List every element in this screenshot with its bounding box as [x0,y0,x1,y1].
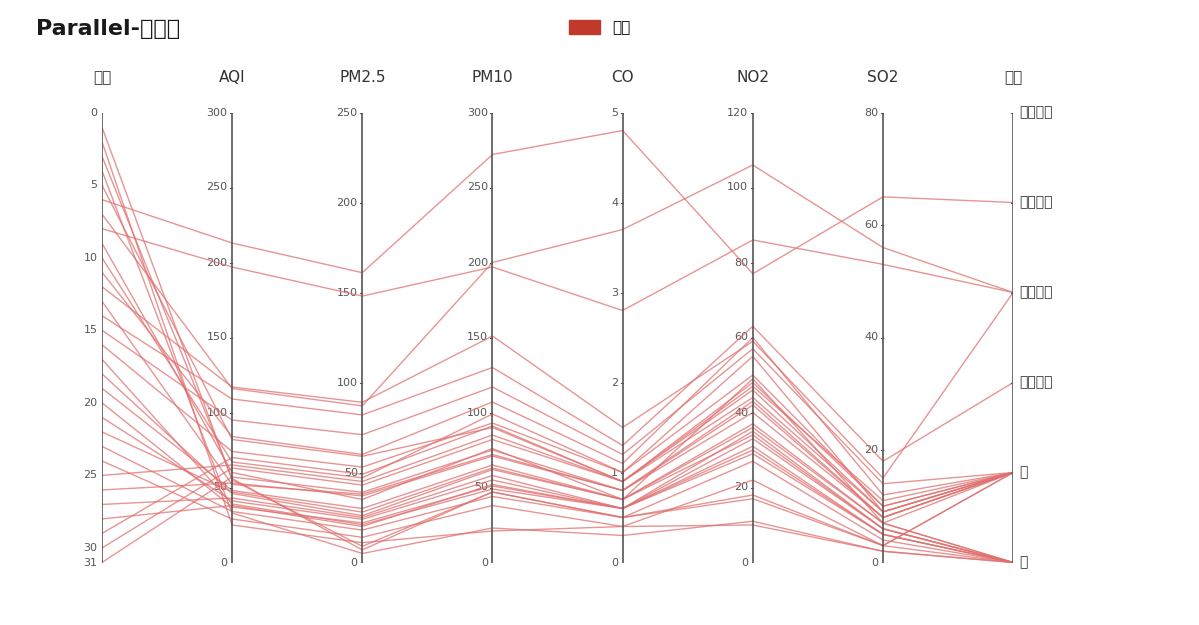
Text: 0: 0 [90,107,97,118]
Text: 200: 200 [337,198,357,208]
Text: 20: 20 [83,398,97,408]
Text: 40: 40 [864,332,879,342]
Text: Parallel-示例图: Parallel-示例图 [36,19,180,39]
Text: 0: 0 [221,558,228,568]
Text: 5: 5 [90,180,97,190]
Text: 250: 250 [466,182,488,192]
Text: 轻度污染: 轻度污染 [1019,376,1053,389]
Text: 120: 120 [727,107,748,118]
Text: 250: 250 [337,107,357,118]
Text: 30: 30 [84,543,97,553]
Text: 60: 60 [864,220,879,230]
Text: 100: 100 [728,182,748,192]
Text: 20: 20 [734,482,748,492]
Text: 0: 0 [481,558,488,568]
Text: 50: 50 [344,468,357,478]
Text: 60: 60 [734,332,748,342]
Text: 0: 0 [351,558,357,568]
Text: PM10: PM10 [471,71,513,86]
Text: 严重污染: 严重污染 [1019,106,1053,119]
Text: SO2: SO2 [867,71,899,86]
Text: 等级: 等级 [1004,71,1023,86]
Text: 40: 40 [734,408,748,418]
Text: 良: 良 [1019,466,1028,479]
Text: 20: 20 [864,445,879,455]
Text: 0: 0 [611,558,617,568]
Text: 4: 4 [611,198,617,208]
Text: 100: 100 [206,408,228,418]
Text: 200: 200 [206,258,228,268]
Text: NO2: NO2 [736,71,770,86]
Text: 15: 15 [84,325,97,335]
Text: 重度污染: 重度污染 [1019,196,1053,209]
Text: 300: 300 [466,107,488,118]
Text: AQI: AQI [218,71,246,86]
Text: 2: 2 [611,378,617,388]
Legend: 北京: 北京 [570,20,629,35]
Text: 100: 100 [337,378,357,388]
Text: 0: 0 [741,558,748,568]
Text: 31: 31 [84,558,97,568]
Text: PM2.5: PM2.5 [339,71,386,86]
Text: 50: 50 [474,482,488,492]
Text: 优: 优 [1019,556,1028,569]
Text: 300: 300 [206,107,228,118]
Text: 0: 0 [872,558,879,568]
Text: 200: 200 [466,258,488,268]
Text: CO: CO [611,71,634,86]
Text: 25: 25 [83,471,97,481]
Text: 150: 150 [337,288,357,298]
Text: 5: 5 [611,107,617,118]
Text: 150: 150 [206,332,228,342]
Text: 100: 100 [466,408,488,418]
Text: 50: 50 [213,482,228,492]
Text: 中度污染: 中度污染 [1019,286,1053,299]
Text: 10: 10 [84,253,97,262]
Text: 日期: 日期 [92,71,112,86]
Text: 3: 3 [611,288,617,298]
Text: 250: 250 [206,182,228,192]
Text: 80: 80 [734,258,748,268]
Text: 150: 150 [466,332,488,342]
Text: 80: 80 [864,107,879,118]
Text: 1: 1 [611,468,617,478]
